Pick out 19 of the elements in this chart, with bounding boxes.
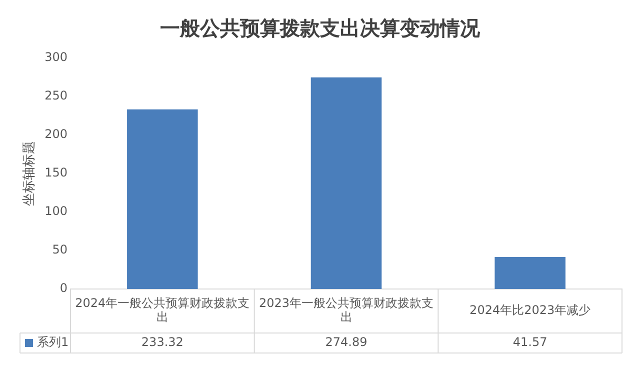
- y-tick-label: 100: [44, 204, 68, 218]
- data-label: 41.57: [512, 335, 548, 350]
- chart-title: 一般公共预算拨款支出决算变动情况: [160, 16, 481, 40]
- x-tick-label: 2023年一般公共预算财政拨款支出: [258, 296, 434, 324]
- y-tick-label: 150: [44, 166, 68, 180]
- bar: [127, 109, 198, 289]
- y-tick-label: 50: [52, 242, 68, 257]
- data-label: 233.32: [141, 335, 184, 350]
- y-tick-label: 300: [44, 50, 68, 64]
- data-label: 274.89: [325, 335, 368, 350]
- y-tick-label: 200: [44, 127, 68, 142]
- x-tick-label: 2024年比2023年减少: [470, 303, 591, 318]
- y-axis-title: 坐标轴标题: [22, 141, 38, 206]
- bar: [310, 77, 382, 289]
- bar: [494, 256, 566, 289]
- x-tick-label: 2024年一般公共预算财政拨款支出: [75, 296, 250, 324]
- y-tick-label: 0: [60, 281, 68, 296]
- y-tick-label: 250: [44, 88, 68, 103]
- legend-label: 系列1: [37, 335, 69, 350]
